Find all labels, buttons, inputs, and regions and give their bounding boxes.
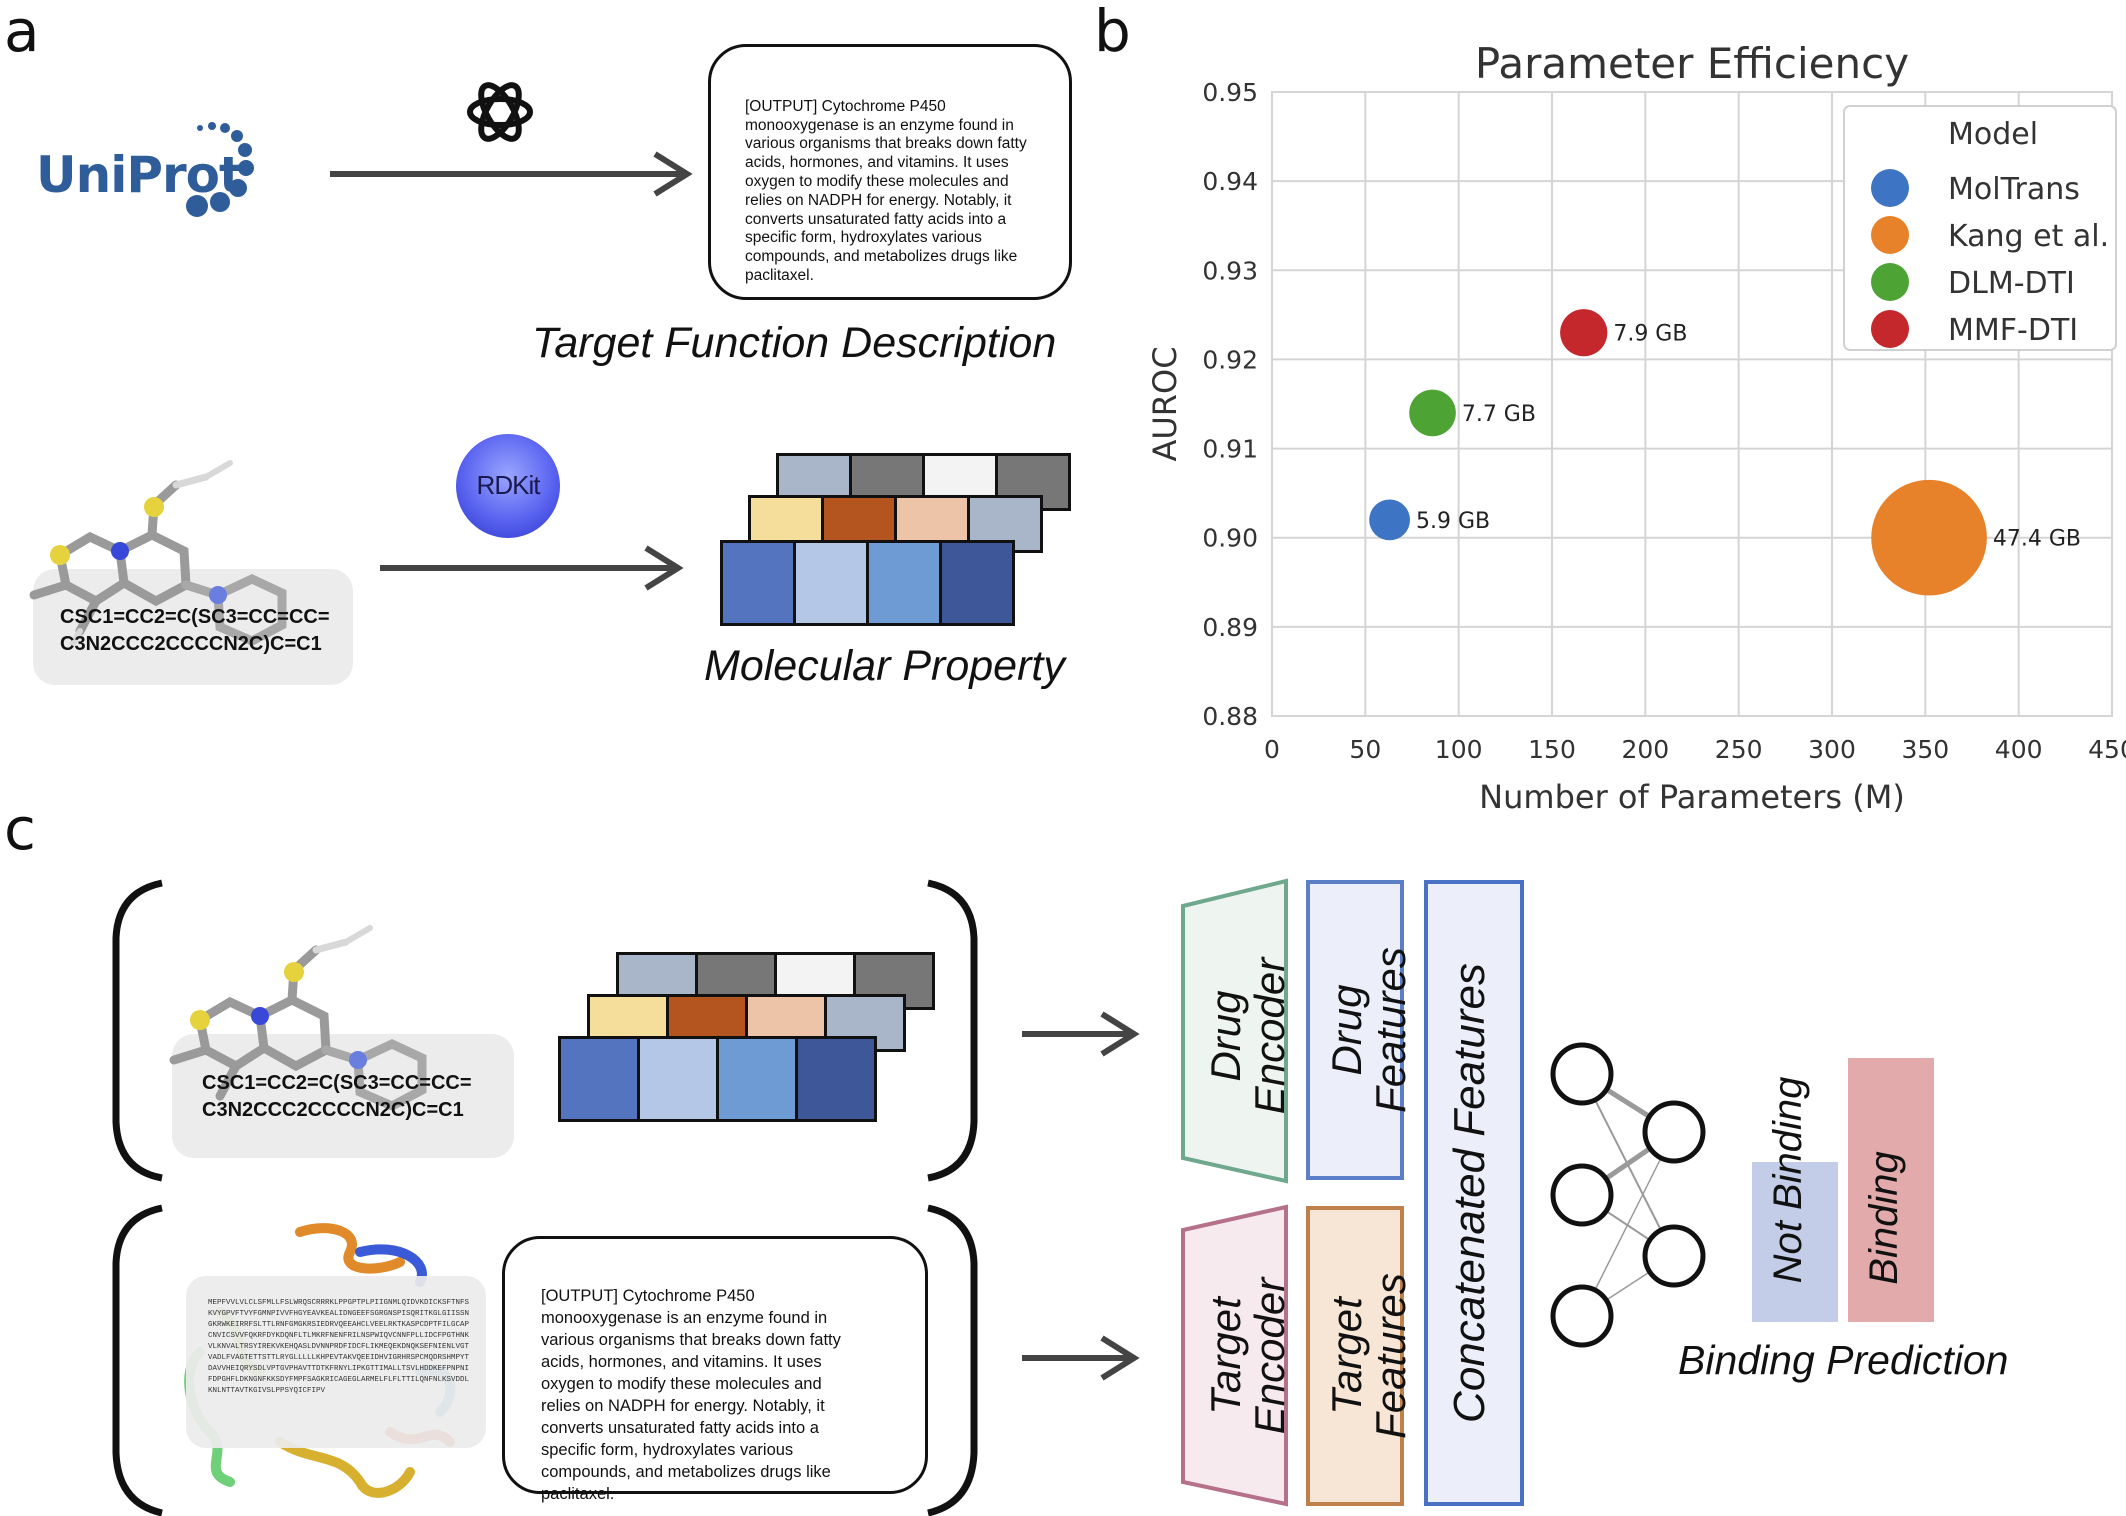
rdkit-logo-text: RDKit	[476, 470, 541, 500]
y-tick-label: 0.93	[1202, 256, 1258, 285]
x-tick-label: 150	[1528, 735, 1576, 764]
x-axis-label: Number of Parameters (M)	[1479, 778, 1905, 816]
drug-to-encoder-arrow	[1022, 1011, 1140, 1057]
y-tick-label: 0.92	[1202, 345, 1258, 374]
x-tick-label: 450	[2088, 735, 2126, 764]
x-tick-label: 200	[1621, 735, 1669, 764]
y-tick-label: 0.89	[1202, 613, 1258, 642]
legend-title: Model	[1948, 117, 2038, 152]
legend-entry: MolTrans	[1948, 172, 2080, 207]
molecular-property-grid-c	[558, 952, 938, 1124]
legend-marker	[1871, 216, 1909, 254]
feature-cell	[942, 543, 1012, 623]
feature-grid-front-layer	[720, 540, 1015, 626]
drug-features-label: Drug Features	[1323, 947, 1415, 1113]
panel-label-a: a	[4, 0, 40, 65]
smiles-text: CSC1=CC2=C(SC3=CC=CC= C3N2CCC2CCCCN2C)C=…	[60, 606, 330, 655]
legend-marker	[1871, 310, 1909, 348]
target-description-box-c: [OUTPUT] Cytochrome P450 monooxygenase i…	[502, 1236, 928, 1503]
legend-entry: DLM-DTI	[1948, 266, 2075, 301]
data-label: 7.7 GB	[1462, 402, 1536, 427]
target-encoder-label: Target Encoder	[1202, 1277, 1294, 1435]
rdkit-logo: RDKit	[456, 434, 560, 538]
target-description-text-c: [OUTPUT] Cytochrome P450 monooxygenase i…	[541, 1287, 841, 1503]
data-label: 5.9 GB	[1416, 509, 1490, 534]
smiles-to-property-arrow	[380, 545, 684, 591]
uniprot-logo-text: UniProt	[36, 146, 243, 204]
target-features-label: Target Features	[1323, 1273, 1415, 1439]
feature-cell	[798, 1039, 874, 1119]
y-tick-label: 0.91	[1202, 435, 1258, 464]
drug-input-bracket	[112, 879, 978, 1182]
panel-label-c: c	[4, 795, 36, 863]
x-tick-label: 0	[1264, 735, 1280, 764]
parameter-efficiency-chart: 0 50 100 150 200 250 300 350 400 450 0.88 0.89 0.90 0…	[1146, 39, 2126, 816]
data-point-moltrans	[1369, 499, 1411, 541]
feature-cell	[869, 543, 942, 623]
x-tick-label: 250	[1715, 735, 1763, 764]
legend-box	[1843, 105, 2117, 351]
drug-features-block	[1306, 880, 1404, 1180]
concatenated-features-block	[1424, 880, 1524, 1506]
not-binding-bar	[1752, 1162, 1838, 1322]
feature-cell	[640, 1039, 719, 1119]
drug-encoder-block	[1181, 878, 1288, 1184]
legend-marker	[1871, 263, 1909, 301]
smiles-text-c: CSC1=CC2=C(SC3=CC=CC= C3N2CCC2CCCCN2C)C=…	[202, 1072, 472, 1121]
feature-cell	[796, 543, 869, 623]
y-tick-label: 0.94	[1202, 167, 1258, 196]
molecule-structure-icon	[29, 460, 287, 645]
y-tick-label: 0.95	[1202, 78, 1258, 107]
legend-entry: MMF-DTI	[1948, 313, 2078, 348]
molecule-structure-icon-c	[169, 925, 427, 1110]
target-to-encoder-arrow	[1022, 1335, 1140, 1381]
openai-logo-icon	[467, 82, 533, 142]
target-input-bracket	[112, 1204, 978, 1516]
protein-sequence-box: MEPFVVLVLCLSFMLLFSLWRQSCRRRKLPPGPTPLPIIG…	[186, 1276, 486, 1448]
binding-bar	[1848, 1058, 1934, 1322]
not-binding-label: Not Binding	[1766, 1076, 1810, 1284]
uniprot-logo: UniProt	[36, 110, 296, 240]
feature-grid-front-layer-c	[558, 1036, 877, 1122]
neural-network-icon	[1550, 1042, 1706, 1348]
uniprot-dots-icon	[186, 122, 254, 217]
x-tick-label: 300	[1808, 735, 1856, 764]
feature-cell	[723, 543, 796, 623]
target-description-box: [OUTPUT] Cytochrome P450 monooxygenase i…	[708, 44, 1072, 300]
data-point-mmf-dti	[1560, 309, 1608, 357]
legend-entry: Kang et al.	[1948, 219, 2109, 254]
target-description-text: [OUTPUT] Cytochrome P450 monooxygenase i…	[745, 97, 1027, 284]
molecular-property-caption: Molecular Property	[704, 642, 1065, 690]
y-tick-label: 0.88	[1202, 702, 1258, 731]
data-point-kang-et-al-	[1871, 479, 1987, 596]
target-function-caption: Target Function Description	[532, 319, 1057, 367]
chart-title: Parameter Efficiency	[1475, 39, 1909, 88]
protein-sequence-text: MEPFVVLVLCLSFMLLFSLWRQSCRRRKLPPGPTPLPIIG…	[208, 1299, 470, 1395]
x-tick-label: 100	[1435, 735, 1483, 764]
y-axis-label: AUROC	[1146, 346, 1184, 461]
x-tick-label: 350	[1901, 735, 1949, 764]
data-point-dlm-dti	[1409, 389, 1456, 437]
panel-label-b: b	[1094, 0, 1131, 65]
concatenated-features-label: Concatenated Features	[1445, 963, 1494, 1423]
molecular-property-grid	[720, 450, 1071, 632]
uniprot-to-description-arrow	[330, 151, 693, 197]
target-encoder-block	[1181, 1204, 1288, 1507]
x-tick-label: 400	[1995, 735, 2043, 764]
y-tick-label: 0.90	[1202, 524, 1258, 553]
feature-cell	[719, 1039, 798, 1119]
binding-label: Binding	[1862, 1151, 1906, 1285]
x-tick-label: 50	[1349, 735, 1381, 764]
target-features-block	[1306, 1206, 1404, 1506]
data-label: 7.9 GB	[1613, 322, 1687, 347]
legend-marker	[1871, 169, 1909, 207]
binding-prediction-caption: Binding Prediction	[1678, 1337, 2009, 1383]
data-label: 47.4 GB	[1993, 527, 2081, 552]
drug-encoder-label: Drug Encoder	[1202, 957, 1294, 1115]
feature-cell	[561, 1039, 640, 1119]
